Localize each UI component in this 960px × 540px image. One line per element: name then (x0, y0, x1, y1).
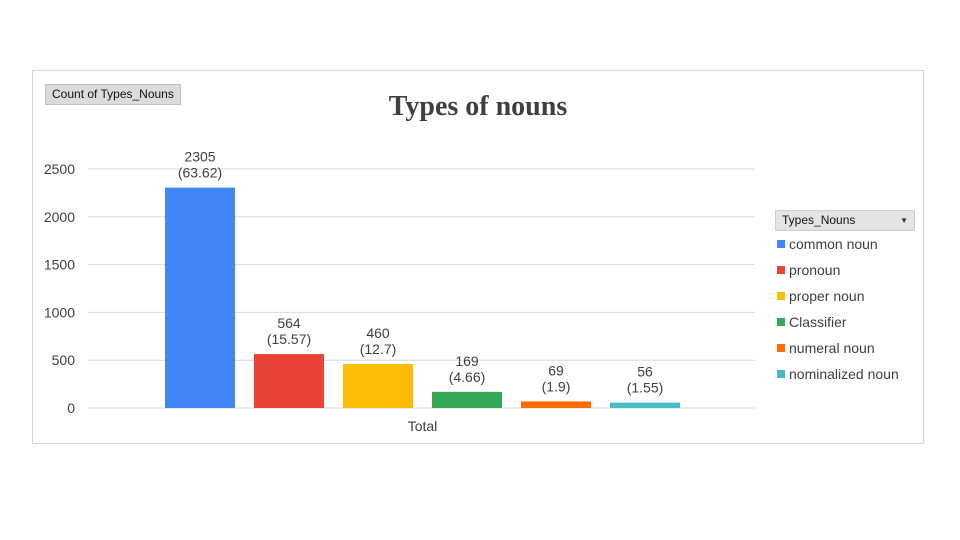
legend-swatch-pronoun (777, 266, 785, 274)
bar-classifier (432, 391, 502, 408)
y-tick-label-500: 500 (52, 352, 76, 368)
legend-swatch-proper-noun (777, 292, 785, 300)
legend-swatch-classifier (777, 318, 785, 326)
data-label-classifier: 169 (4.66) (449, 353, 486, 385)
y-tick-label-1500: 1500 (44, 257, 75, 273)
data-label-nominalized-noun: 56 (1.55) (627, 364, 664, 396)
data-label-numeral-noun: 69 (1.9) (542, 362, 571, 394)
bar-common-noun (165, 187, 235, 408)
legend-item-pronoun[interactable]: pronoun (775, 257, 915, 283)
field-button-count-of-types-nouns[interactable]: Count of Types_Nouns (45, 84, 181, 105)
y-tick-label-0: 0 (67, 400, 75, 416)
y-tick-label-2500: 2500 (44, 161, 75, 177)
bar-nominalized-noun (610, 402, 680, 408)
legend-label-nominalized-noun: nominalized noun (789, 366, 899, 382)
legend-label-common-noun: common noun (789, 236, 878, 252)
chart-frame: Count of Types_Nouns Types of nouns 0 500… (32, 70, 924, 444)
legend-item-numeral-noun[interactable]: numeral noun (775, 335, 915, 361)
legend-swatch-numeral-noun (777, 344, 785, 352)
data-label-pronoun: 564 (15.57) (267, 315, 311, 347)
data-label-proper-noun: 460 (12.7) (360, 325, 397, 357)
dropdown-arrow-icon: ▼ (900, 216, 908, 225)
legend: Types_Nouns ▼ common noun pronoun proper n… (775, 210, 915, 387)
legend-label-proper-noun: proper noun (789, 288, 865, 304)
chart-title: Types of nouns (388, 91, 568, 122)
y-tick-label-1000: 1000 (44, 304, 75, 320)
legend-label-classifier: Classifier (789, 314, 847, 330)
legend-label-pronoun: pronoun (789, 262, 841, 278)
legend-label-numeral-noun: numeral noun (789, 340, 875, 356)
bar-numeral-noun (521, 401, 591, 408)
bar-chart-plot: 0 500 1000 1500 2000 2500 2305 (63.62) 564 (15.57… (44, 149, 755, 434)
legend-swatch-common-noun (777, 240, 785, 248)
legend-swatch-nominalized-noun (777, 370, 785, 378)
legend-header-label: Types_Nouns (782, 213, 856, 227)
bar-proper-noun (343, 364, 413, 408)
x-tick-label-total: Total (408, 418, 438, 434)
legend-filter-button[interactable]: Types_Nouns ▼ (775, 210, 915, 231)
y-tick-label-2000: 2000 (44, 209, 75, 225)
legend-item-common-noun[interactable]: common noun (775, 231, 915, 257)
legend-item-classifier[interactable]: Classifier (775, 309, 915, 335)
legend-item-proper-noun[interactable]: proper noun (775, 283, 915, 309)
data-label-common-noun: 2305 (63.62) (178, 149, 222, 181)
bar-pronoun (254, 354, 324, 408)
legend-items: common noun pronoun proper noun Classifier n… (775, 231, 915, 387)
legend-item-nominalized-noun[interactable]: nominalized noun (775, 361, 915, 387)
